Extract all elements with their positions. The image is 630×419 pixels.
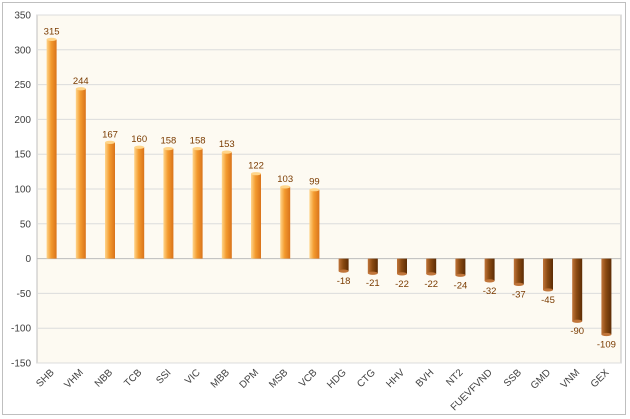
bars (46, 37, 612, 337)
bar-vcb (309, 189, 320, 259)
y-tick-label: -150 (11, 359, 31, 370)
x-tick-label: MSB (267, 367, 290, 390)
bar-hdg (338, 258, 349, 272)
data-label: -22 (424, 279, 438, 290)
bar-cap (163, 147, 174, 151)
bar-vhm (75, 88, 86, 259)
bar-gmd (543, 258, 553, 290)
x-tick-label: VCB (297, 367, 320, 390)
y-tick-label: 300 (14, 45, 31, 56)
y-tick-label: 50 (20, 219, 32, 230)
bar-cap (105, 140, 115, 144)
data-label: 315 (44, 26, 60, 37)
bar-hhv (397, 258, 407, 274)
bar-cap (280, 185, 291, 189)
data-label: 158 (190, 136, 206, 147)
x-tick-label: VNM (559, 367, 583, 391)
bar-cap (484, 279, 495, 283)
bar-chart: -150 -100 -50 0 50 100 150 200 250 300 350 315 244 1… (11, 11, 622, 413)
bar-cap (426, 272, 437, 276)
x-tick-label: SSI (154, 367, 173, 386)
bar-cap (251, 172, 261, 176)
data-label: 160 (131, 134, 147, 145)
data-label: -37 (512, 289, 526, 300)
bar-cap (455, 273, 466, 277)
data-label: -22 (395, 279, 409, 290)
bar-cap (513, 282, 524, 286)
bar-cap (572, 319, 583, 323)
data-label: 103 (277, 174, 293, 185)
data-label: 153 (219, 139, 235, 150)
x-tick-label: DPM (238, 367, 262, 391)
data-label: -90 (570, 326, 584, 337)
bar-cap (338, 269, 349, 273)
data-label: -32 (483, 286, 497, 297)
y-tick-label: 200 (14, 115, 31, 126)
bar-nbb (105, 142, 115, 259)
data-label: -109 (597, 339, 616, 350)
y-tick-label: 250 (14, 80, 31, 91)
bar-nt2 (455, 258, 466, 276)
bar-cap (367, 271, 378, 275)
x-tick-label: VIC (183, 367, 203, 387)
bar-gex (601, 258, 612, 335)
bar-bvh (426, 258, 437, 274)
data-labels: 315 244 167 160 158 158 153 122 103 99 -18 -21 -22 -2… (44, 26, 616, 350)
gridlines (37, 14, 621, 364)
bar-fuevfvnd (484, 258, 495, 281)
bar-cap (309, 188, 320, 192)
x-tick-label: NBB (93, 367, 116, 390)
x-tick-label: MBB (209, 367, 232, 390)
bar-mbb (221, 152, 232, 259)
y-tick-label: -100 (11, 324, 31, 335)
bar-cap (397, 272, 407, 276)
bar-tcb (134, 147, 145, 259)
x-tick-label: HDG (325, 367, 349, 391)
y-tick-label: 100 (14, 185, 31, 196)
x-tick-label: VHM (62, 367, 86, 391)
bar-cap (192, 147, 203, 151)
data-label: 99 (309, 177, 320, 188)
bar-dpm (251, 173, 261, 259)
data-label: 167 (102, 129, 118, 140)
x-tick-label: HHV (384, 367, 407, 390)
bar-ctg (367, 258, 378, 274)
bar-shb (46, 39, 57, 259)
bar-cap (46, 37, 57, 41)
x-tick-label: BVH (414, 367, 436, 389)
x-tick-label: NT2 (444, 367, 465, 388)
bar-cap (134, 145, 145, 149)
x-tick-label: TCB (122, 367, 144, 389)
bar-cap (221, 150, 232, 154)
data-label: -24 (454, 280, 468, 291)
data-label: -45 (541, 295, 555, 306)
y-tick-label: 0 (25, 254, 31, 265)
data-label: -21 (366, 278, 380, 289)
x-tick-label: GEX (589, 367, 612, 390)
bar-cap (75, 87, 86, 91)
x-axis: SHB VHM NBB TCB SSI VIC MBB DPM MSB VCB HDG CTG HHV B… (34, 367, 611, 413)
data-label: 244 (73, 76, 89, 87)
bar-vic (192, 148, 203, 259)
bar-cap (601, 332, 612, 337)
bar-ssi (163, 148, 174, 259)
data-label: 158 (160, 136, 176, 147)
data-label: 122 (248, 161, 264, 172)
x-tick-label: SSB (502, 367, 524, 389)
x-tick-label: GMD (529, 367, 553, 391)
y-axis: -150 -100 -50 0 50 100 150 200 250 300 350 (11, 11, 31, 370)
x-tick-label: CTG (355, 367, 378, 390)
y-tick-label: -50 (17, 289, 32, 300)
x-tick-label: SHB (34, 367, 57, 390)
bar-msb (280, 186, 291, 259)
y-tick-label: 150 (14, 150, 31, 161)
bar-vnm (572, 258, 583, 322)
bar-ssb (513, 258, 524, 285)
data-label: -18 (337, 276, 351, 287)
chart-frame: -150 -100 -50 0 50 100 150 200 250 300 350 315 244 1… (2, 2, 626, 415)
bar-cap (543, 288, 553, 292)
y-tick-label: 350 (14, 11, 31, 22)
